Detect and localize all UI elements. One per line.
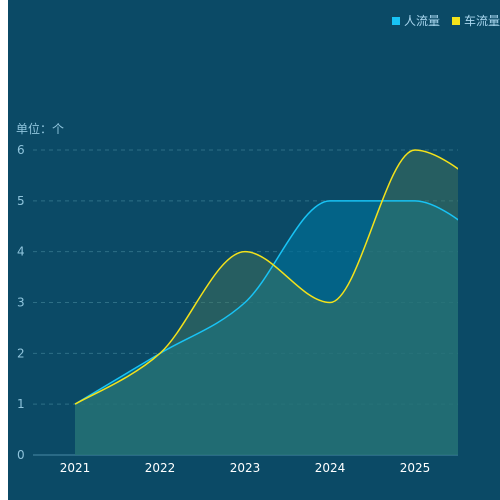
y-tick-label: 2: [17, 346, 25, 360]
plot-area-group: [74, 149, 458, 455]
legend-swatch-vehicle: [451, 16, 460, 25]
y-tick-label: 4: [17, 245, 25, 259]
legend-item-people[interactable]: 人流量: [391, 12, 440, 29]
series-line-vehicle: [74, 149, 458, 405]
series-area-vehicle: [75, 150, 458, 455]
x-tick-label: 2023: [230, 461, 261, 475]
x-tick-label: 2025: [400, 461, 431, 475]
legend-swatch-people: [391, 16, 400, 25]
y-tick-label: 3: [17, 296, 25, 310]
y-tick-label: 6: [17, 143, 25, 157]
legend-label-vehicle: 车流量: [463, 14, 500, 28]
x-tick-label: 2022: [145, 461, 176, 475]
y-axis-unit-label: 单位：个: [16, 122, 65, 136]
legend: 人流量 车流量: [391, 12, 500, 29]
legend-label-people: 人流量: [403, 14, 440, 28]
y-tick-label: 5: [17, 194, 25, 208]
y-tick-label: 0: [17, 448, 25, 462]
left-edge-strip: [0, 0, 8, 500]
x-tick-label: 2021: [60, 461, 91, 475]
legend-item-vehicle[interactable]: 车流量: [451, 12, 500, 29]
x-tick-label: 2024: [315, 461, 346, 475]
series-area-people: [75, 200, 458, 455]
y-tick-label: 1: [17, 397, 25, 411]
